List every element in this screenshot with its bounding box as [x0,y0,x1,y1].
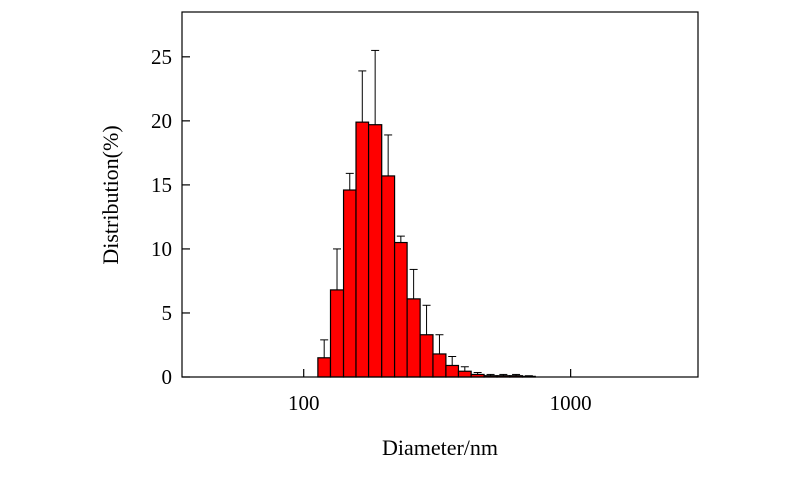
error-bar [512,373,521,376]
error-bar [524,375,533,377]
y-tick-label: 20 [151,109,172,133]
error-bar [333,248,342,290]
histogram-bar [393,241,408,378]
error-bar [448,356,457,366]
plot-frame [181,11,699,378]
error-bar [460,366,469,372]
y-tick-label: 25 [151,45,172,69]
error-bar [371,49,380,125]
y-axis-label: Distribution(%) [98,125,123,264]
histogram-bar [445,364,460,378]
error-bar [473,372,482,375]
histogram-bar [432,353,447,378]
error-bar [320,339,329,358]
histogram-bar [355,121,370,378]
y-tick-label: 15 [151,173,172,197]
error-bar [396,235,405,243]
y-tick-label: 0 [162,365,173,389]
y-tick-label: 5 [162,301,173,325]
bars-layer [317,121,536,378]
x-tick-label: 100 [288,391,320,415]
histogram-bar [367,124,383,378]
error-bars-layer [320,49,533,377]
histogram-bar [342,189,357,378]
histogram-bar [457,370,472,378]
error-bar [384,134,393,176]
y-tick-label: 10 [151,237,172,261]
histogram-bar [329,289,345,378]
x-axis-label: Diameter/nm [382,435,498,460]
error-bar [358,70,367,123]
x-tick-label: 1000 [550,391,592,415]
error-bar [345,172,354,191]
error-bar [486,373,495,376]
error-bar [435,334,444,354]
error-bar [499,373,508,376]
histogram-bar [381,175,396,378]
ticks-layer: 0 5 10 15 20 25 100 1000 [151,45,592,415]
histogram-bar [317,357,332,378]
histogram-bar [419,334,434,378]
error-bar [409,268,418,299]
error-bar [422,304,431,335]
histogram-bar [406,298,421,378]
